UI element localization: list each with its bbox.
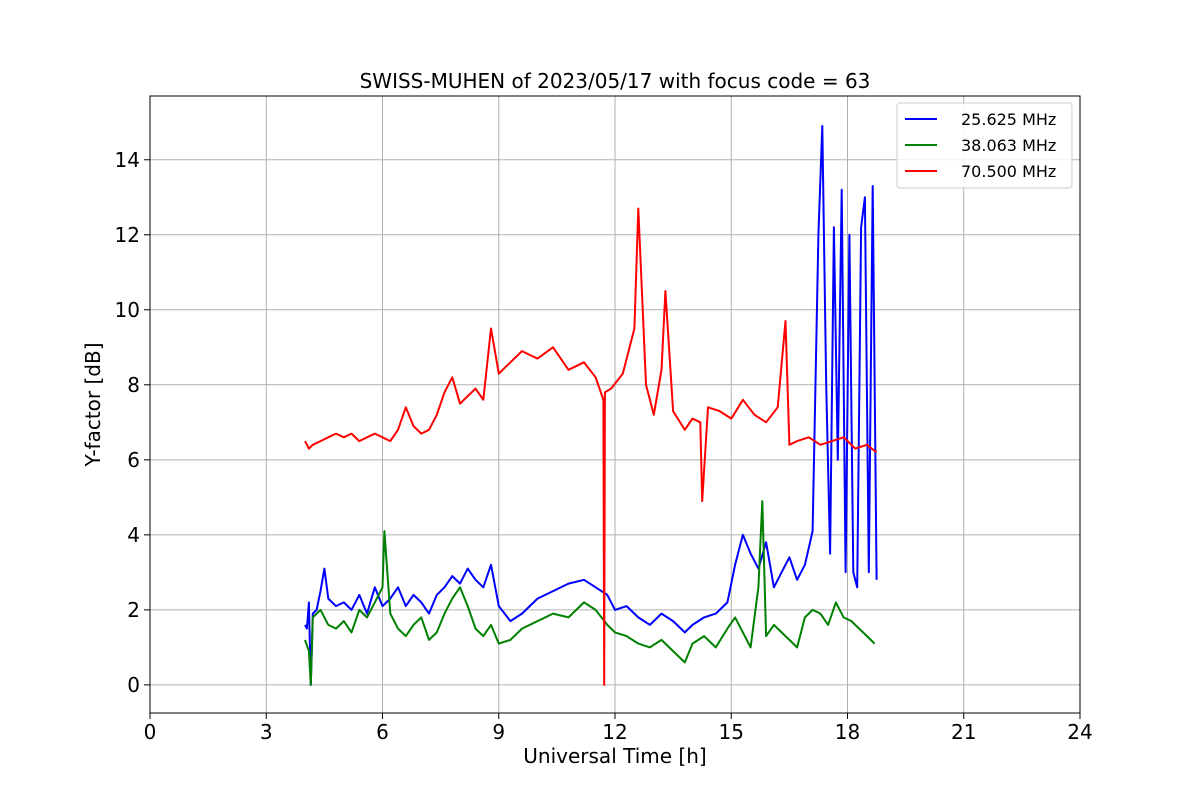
- y-tick-label: 14: [115, 148, 140, 172]
- y-tick-label: 10: [115, 298, 140, 322]
- y-tick-label: 8: [127, 373, 140, 397]
- x-tick-label: 21: [951, 720, 976, 744]
- x-tick-label: 6: [376, 720, 389, 744]
- chart-title: SWISS-MUHEN of 2023/05/17 with focus cod…: [360, 69, 871, 93]
- x-tick-label: 9: [492, 720, 505, 744]
- series-line-2: [304, 500, 876, 686]
- legend: 25.625 MHz 38.063 MHz 70.500 MHz: [896, 102, 1073, 189]
- y-tick-label: 0: [127, 673, 140, 697]
- legend-label: 70.500 MHz: [961, 162, 1056, 181]
- legend-label: 25.625 MHz: [961, 110, 1056, 129]
- x-tick-label: 18: [835, 720, 860, 744]
- x-tick-label: 15: [719, 720, 744, 744]
- series-lines: [304, 125, 878, 686]
- x-axis-title: Universal Time [h]: [523, 744, 706, 768]
- y-tick-label: 12: [115, 223, 140, 247]
- y-tick-label: 6: [127, 448, 140, 472]
- x-tick-label: 24: [1067, 720, 1092, 744]
- x-tick-label: 3: [260, 720, 273, 744]
- legend-label: 38.063 MHz: [961, 136, 1056, 155]
- series-line-1: [304, 125, 878, 686]
- y-tick-label: 4: [127, 523, 140, 547]
- legend-box: [896, 102, 1073, 189]
- x-tick-label: 12: [602, 720, 627, 744]
- series-line-3: [304, 207, 878, 686]
- x-tick-label: 0: [144, 720, 157, 744]
- y-axis-title: Y-factor [dB]: [81, 342, 105, 467]
- y-tick-label: 2: [127, 598, 140, 622]
